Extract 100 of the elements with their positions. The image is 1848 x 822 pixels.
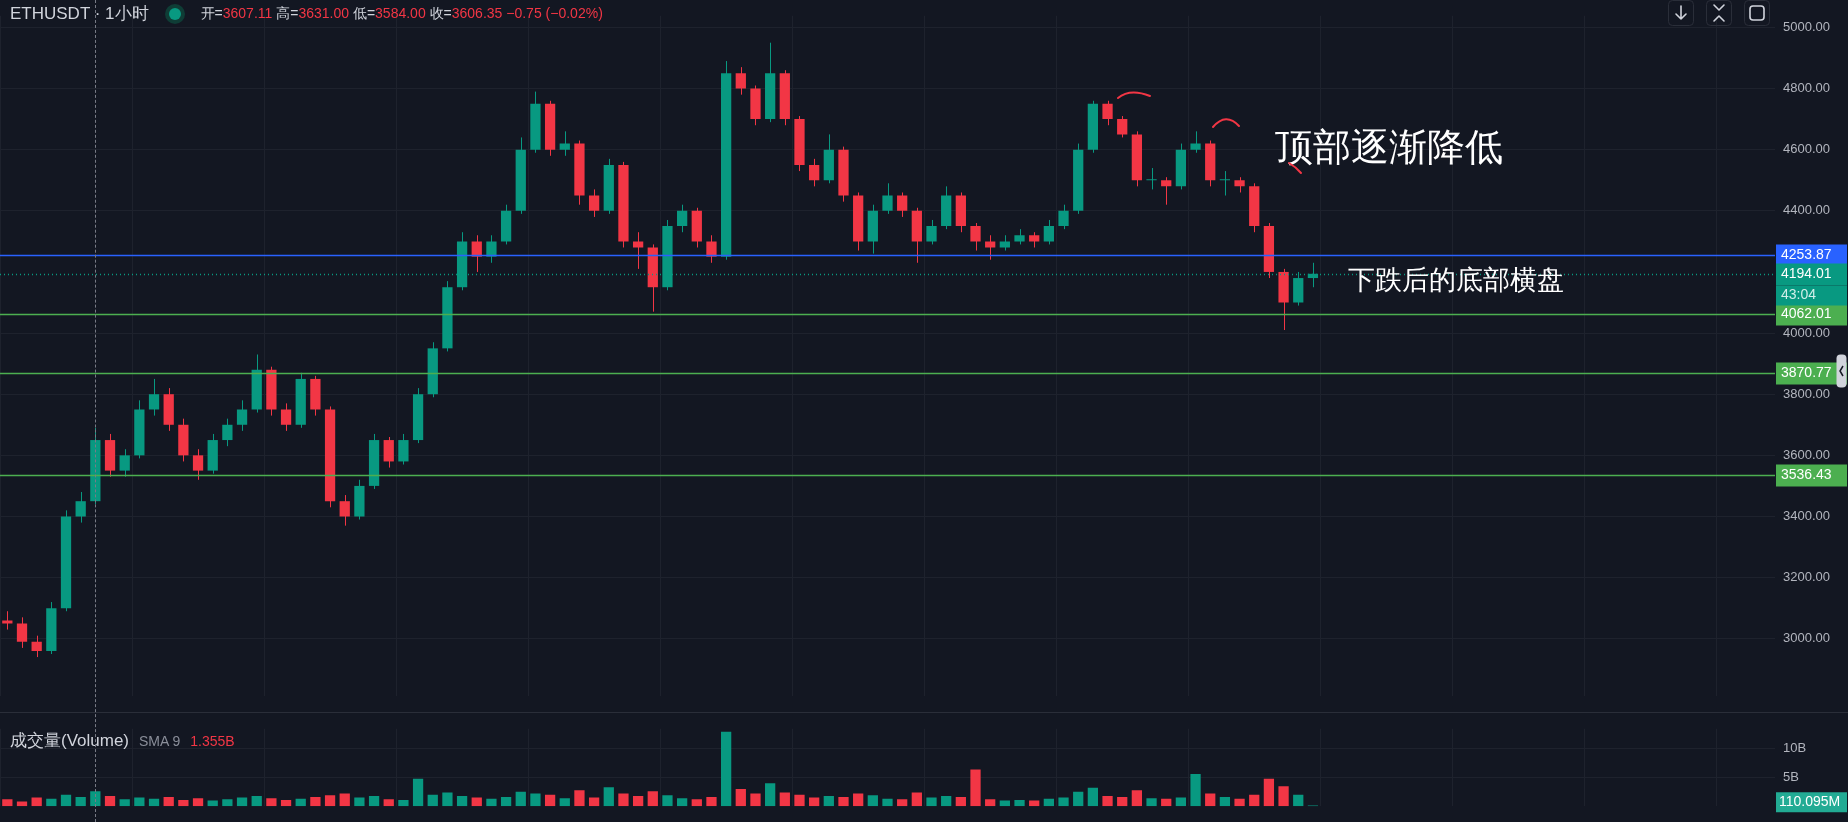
bar: [882, 798, 893, 807]
y-tick-label: 10B: [1783, 740, 1807, 756]
bar: [735, 789, 746, 807]
bar: [1234, 798, 1245, 807]
bar: [662, 795, 673, 807]
chart-title: ETHUSDT · 1小时: [10, 3, 149, 25]
bar: [941, 795, 952, 807]
bar: [222, 799, 233, 807]
bar: [310, 797, 321, 807]
candlestick: [632, 231, 644, 270]
bar: [60, 794, 72, 807]
bar: [368, 795, 380, 807]
bar: [471, 797, 482, 807]
bar: [1117, 797, 1128, 807]
bar: [1146, 798, 1157, 807]
bar: [2, 799, 13, 807]
bar: [1293, 794, 1304, 807]
bar: [486, 798, 497, 807]
bar: [1073, 791, 1084, 807]
bar: [398, 799, 409, 807]
candlestick: [31, 635, 42, 658]
bar: [603, 787, 614, 807]
ref-line-label: 4062.01: [1781, 305, 1832, 322]
bar: [897, 799, 908, 807]
bar: [46, 798, 57, 807]
bar: [632, 795, 644, 807]
candlestick: [809, 158, 820, 187]
candlestick: [559, 130, 570, 157]
bar: [324, 795, 336, 807]
annotation: 下跌后的底部横盘: [1348, 265, 1564, 296]
candlestick: [192, 448, 204, 481]
candlestick: [970, 222, 981, 252]
y-tick-label: 4400.00: [1783, 202, 1830, 218]
bar: [119, 799, 130, 807]
y-tick-label: 5B: [1783, 769, 1799, 785]
candlestick: [985, 234, 996, 261]
bar: [559, 798, 570, 807]
candlestick: [676, 204, 688, 233]
bar: [809, 797, 820, 807]
text: 开=3607.11 高=3631.00 低=3584.00 收=3606.35 −0.75 (−0.02%): [200, 4, 603, 21]
ref-line-label: 4253.87: [1781, 246, 1832, 263]
candlestick: [2, 610, 13, 631]
candlestick: [222, 418, 233, 447]
candlestick: [1161, 176, 1172, 206]
y-tick-label: 5000.00: [1783, 18, 1830, 34]
bar: [618, 793, 629, 807]
bar: [1249, 794, 1260, 807]
candlestick: [119, 448, 130, 478]
bar: [1043, 798, 1054, 807]
bar: [31, 797, 42, 807]
bar: [339, 793, 350, 807]
candlestick: [75, 491, 86, 524]
annotation: 顶部逐渐降低: [1275, 126, 1503, 169]
candlestick: [706, 234, 717, 264]
bar: [456, 795, 468, 807]
bar: [574, 790, 585, 807]
bar: [1175, 797, 1187, 807]
bar: [867, 795, 878, 807]
y-tick-label: 3800.00: [1783, 385, 1830, 401]
bar: [706, 797, 717, 807]
candlestick: [16, 616, 28, 649]
ref-line-label: 4194.01: [1781, 265, 1832, 282]
y-tick-label: 3600.00: [1783, 446, 1830, 462]
bar: [266, 798, 277, 807]
bar: [1219, 797, 1231, 807]
bar: [515, 791, 526, 807]
candlestick: [926, 219, 937, 245]
bar: [192, 798, 204, 807]
bar: [178, 799, 189, 807]
chart-title: 成交量(Volume): [10, 730, 130, 752]
text: 43:04: [1781, 286, 1817, 303]
bar: [647, 791, 658, 807]
bar: [838, 797, 849, 807]
bar: [148, 798, 160, 807]
bar: [295, 798, 306, 807]
bar: [691, 799, 702, 807]
bar: [1131, 790, 1143, 807]
bar: [500, 797, 512, 807]
bar: [794, 794, 805, 807]
bar: [1190, 774, 1201, 807]
bar: [1161, 798, 1172, 807]
bar: [1087, 787, 1099, 807]
bar: [207, 800, 218, 807]
bar: [1014, 799, 1025, 807]
y-tick-label: 4000.00: [1783, 324, 1830, 340]
bar: [823, 795, 834, 807]
bar: [985, 799, 996, 807]
bar: [75, 797, 86, 807]
bar: [412, 778, 424, 807]
candlestick: [735, 66, 746, 96]
candlestick: [486, 234, 497, 264]
bar: [383, 799, 394, 807]
bar: [750, 793, 761, 807]
candlestick: [398, 433, 409, 466]
bar: [104, 795, 116, 807]
candlestick: [1102, 100, 1113, 126]
bar: [1102, 795, 1113, 807]
candlestick: [148, 378, 160, 417]
bar: [427, 794, 438, 807]
bar: [163, 797, 174, 807]
